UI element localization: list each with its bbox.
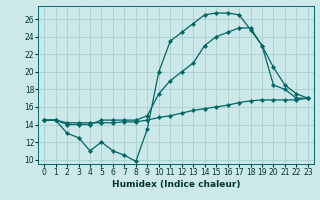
X-axis label: Humidex (Indice chaleur): Humidex (Indice chaleur) (112, 180, 240, 189)
